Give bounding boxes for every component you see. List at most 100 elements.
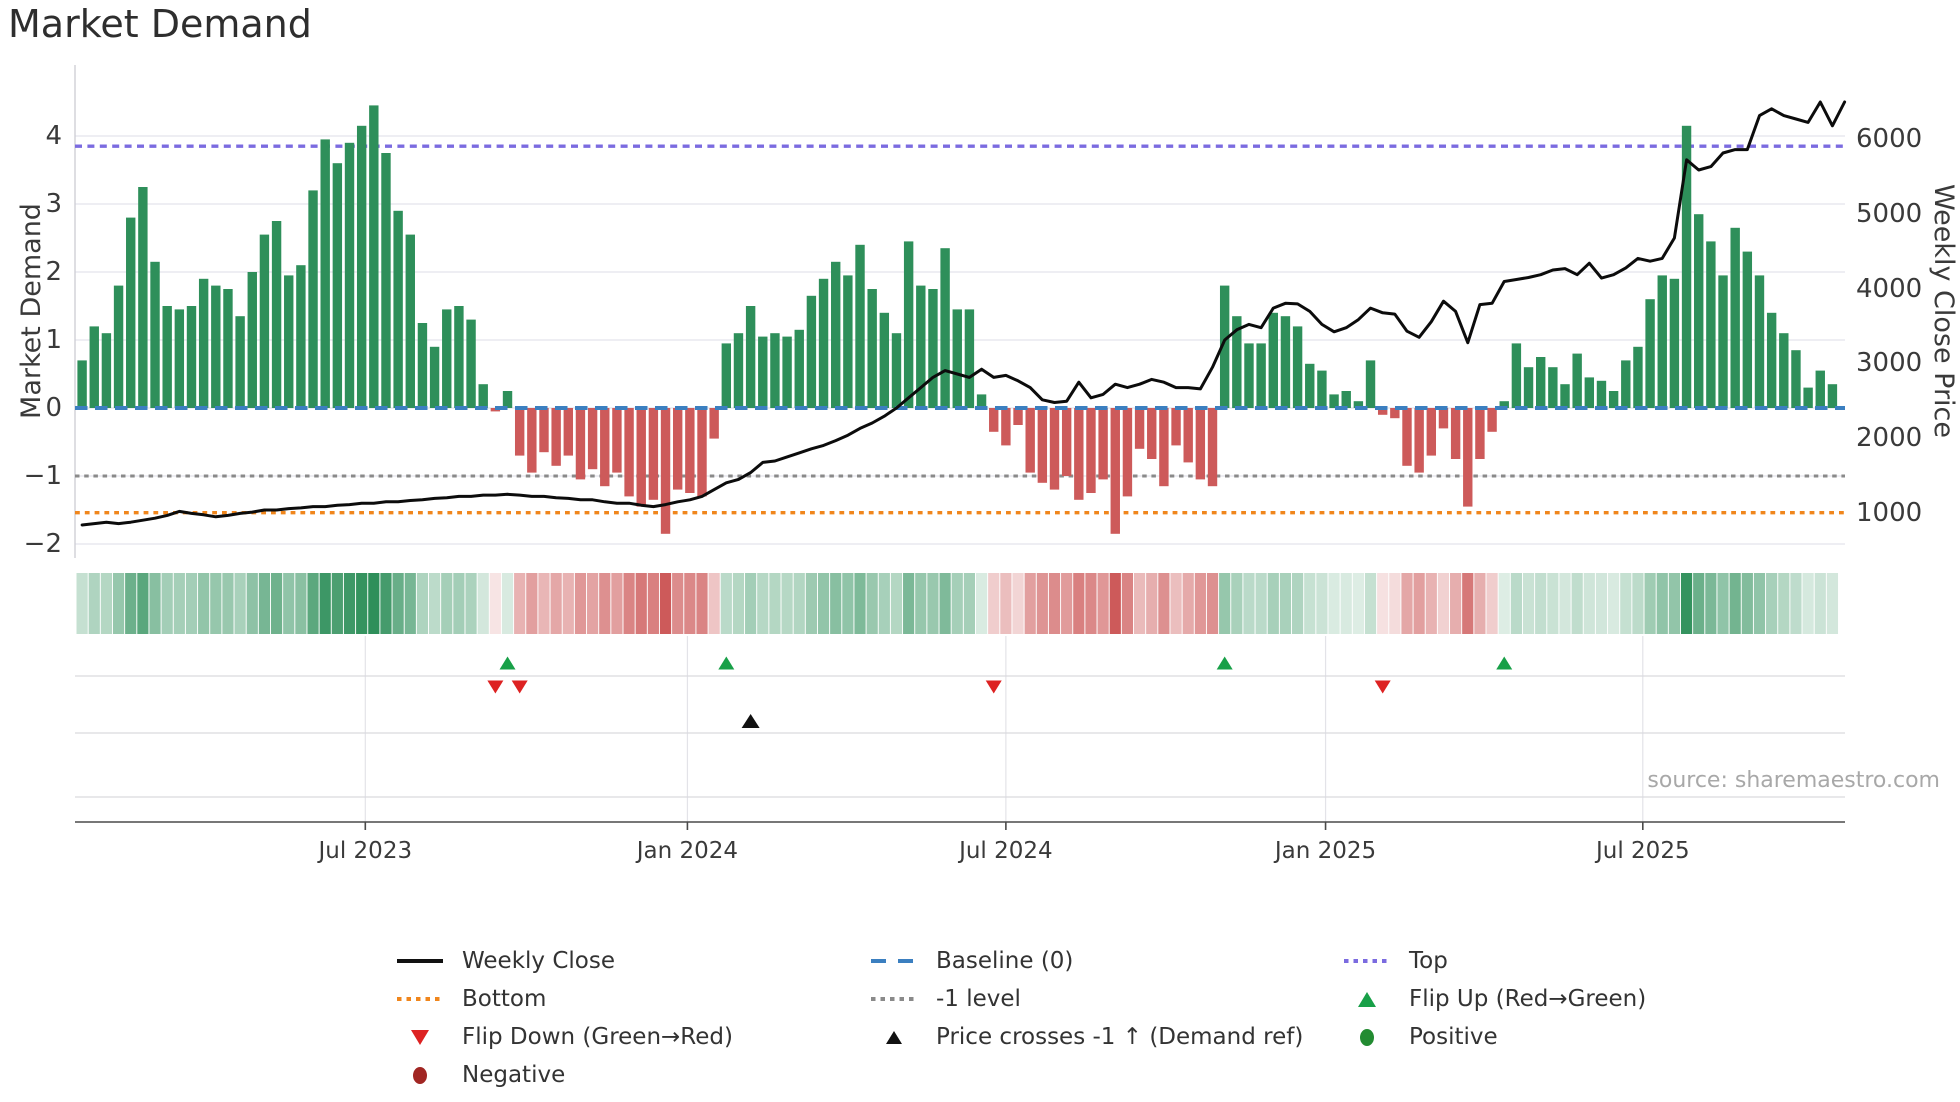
price-cross-marker xyxy=(741,714,760,728)
heatmap-cell xyxy=(550,573,562,634)
heatmap-cell xyxy=(769,573,781,634)
demand-bar xyxy=(1329,394,1339,408)
heatmap-cell xyxy=(1802,573,1814,634)
demand-bar xyxy=(1511,343,1522,408)
demand-bar xyxy=(1183,408,1193,463)
demand-bar xyxy=(284,275,294,408)
heatmap-cell xyxy=(1522,573,1535,634)
source-credit: source: sharemaestro.com xyxy=(1647,768,1940,793)
x-axis-tick-label: Jul 2023 xyxy=(318,838,413,864)
heatmap-cell xyxy=(392,573,404,634)
heatmap-cell xyxy=(1158,573,1170,634)
heatmap-cell xyxy=(1352,573,1364,634)
demand-bar xyxy=(1754,275,1765,408)
heatmap-cell xyxy=(781,573,793,634)
heatmap-cell xyxy=(1790,573,1802,634)
heatmap-cell xyxy=(465,573,477,634)
demand-bar xyxy=(478,384,488,408)
heatmap-cell xyxy=(1036,573,1048,634)
demand-bar xyxy=(1147,408,1157,459)
demand-bar xyxy=(1013,408,1023,425)
demand-bar xyxy=(551,408,561,466)
heatmap-cell xyxy=(404,573,416,634)
heatmap-cell xyxy=(185,573,198,634)
heatmap-cell xyxy=(805,573,817,634)
heatmap-cell xyxy=(1000,573,1012,634)
demand-bar xyxy=(405,234,415,408)
heatmap-cell xyxy=(1219,573,1231,634)
demand-bar xyxy=(174,309,185,408)
heatmap-cell xyxy=(173,573,185,634)
heatmap-cell xyxy=(684,573,696,634)
legend-label: Top xyxy=(1409,948,1448,974)
heatmap-cell xyxy=(672,573,684,634)
demand-bar xyxy=(685,408,695,493)
right-axis-tick-label: 2000 xyxy=(1856,423,1923,454)
heatmap-cell xyxy=(1279,573,1292,634)
demand-bar xyxy=(952,309,962,408)
heatmap-cell xyxy=(1693,573,1705,634)
demand-bar xyxy=(1645,299,1655,408)
heatmap-cell xyxy=(659,573,672,634)
demand-bar xyxy=(587,408,598,470)
heatmap-cell xyxy=(1170,573,1182,634)
x-axis-tick-label: Jul 2025 xyxy=(1595,838,1690,864)
weekly-close-line xyxy=(80,100,1847,527)
demand-bar xyxy=(818,278,829,408)
y-axis-tick-label: −2 xyxy=(23,529,62,559)
heatmap-cell xyxy=(1705,573,1717,634)
heatmap-cell xyxy=(1450,573,1462,634)
heatmap-cell xyxy=(380,573,392,634)
demand-bar xyxy=(466,319,476,408)
heatmap-cell xyxy=(1766,573,1778,634)
demand-bar xyxy=(1159,408,1169,487)
y-axis-tick-label: 1 xyxy=(45,325,62,355)
heatmap-cell xyxy=(161,573,173,634)
heatmap-cell xyxy=(1133,573,1146,634)
heatmap-cell xyxy=(538,573,550,634)
legend-label: Negative xyxy=(462,1062,566,1088)
demand-bar xyxy=(612,408,622,473)
demand-bar xyxy=(1365,360,1376,408)
demand-bar xyxy=(1536,357,1546,408)
heatmap-cell xyxy=(1024,573,1036,634)
demand-bar xyxy=(709,408,719,439)
heatmap-cell xyxy=(489,573,501,634)
flip-down-marker xyxy=(985,680,1002,694)
legend-item-bottom: Bottom xyxy=(394,986,868,1012)
heatmap-cell xyxy=(1668,573,1681,634)
heatmap-cell xyxy=(988,573,1000,634)
demand-bar xyxy=(672,408,683,490)
heatmap-cell xyxy=(1462,573,1474,634)
heatmap-cell xyxy=(441,573,453,634)
demand-bar xyxy=(1608,391,1619,408)
heatmap-cell xyxy=(1583,573,1595,634)
heatmap-cell xyxy=(1656,573,1668,634)
heatmap-cell xyxy=(526,573,538,634)
demand-bar xyxy=(1098,408,1108,480)
demand-bar xyxy=(697,408,707,497)
price-cross-triangle-icon xyxy=(868,1030,920,1044)
demand-bar xyxy=(101,333,112,408)
demand-bar xyxy=(320,139,330,408)
demand-bar xyxy=(1584,377,1595,408)
demand-bar xyxy=(1402,408,1412,466)
demand-bar xyxy=(1523,367,1534,408)
heatmap-cell xyxy=(757,573,769,634)
heatmap-cell xyxy=(198,573,210,634)
page-title: Market Demand xyxy=(8,2,312,46)
demand-bar xyxy=(1292,326,1303,408)
demand-bar xyxy=(1791,350,1801,408)
bottom-dotted-line-icon xyxy=(394,997,446,1001)
demand-bar xyxy=(417,323,428,408)
demand-bar xyxy=(733,333,744,408)
right-axis-tick-label: 6000 xyxy=(1856,123,1923,154)
heatmap-cell xyxy=(1644,573,1656,634)
demand-bar xyxy=(1219,285,1230,408)
demand-bar xyxy=(308,190,318,408)
heatmap-cell xyxy=(1316,573,1328,634)
demand-bar xyxy=(223,289,233,408)
heatmap-cell xyxy=(1121,573,1134,634)
demand-bar xyxy=(940,248,950,408)
demand-bar xyxy=(1718,275,1728,408)
